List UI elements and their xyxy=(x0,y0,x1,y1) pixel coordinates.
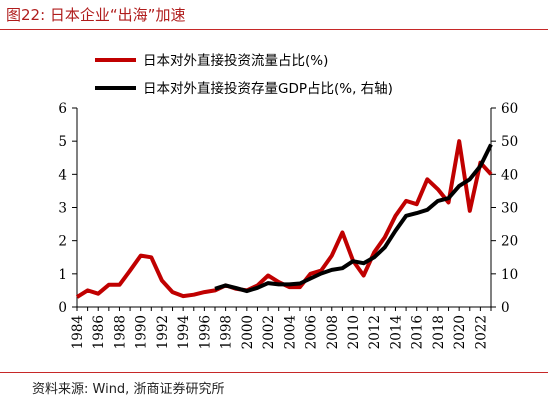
y-right-tick-label: 40 xyxy=(501,167,518,183)
x-tick-label: 1984 xyxy=(70,315,86,349)
title-divider xyxy=(0,29,548,30)
y-left-tick-label: 5 xyxy=(58,134,67,150)
x-tick-label: 2006 xyxy=(304,315,320,349)
x-tick-label: 2004 xyxy=(282,315,298,349)
x-tick-label: 1998 xyxy=(219,315,235,349)
y-right-tick-label: 60 xyxy=(501,101,518,117)
x-tick-label: 1990 xyxy=(134,315,150,349)
x-tick-label: 2010 xyxy=(346,315,362,349)
y-left-tick-label: 0 xyxy=(58,300,67,316)
x-tick-label: 2002 xyxy=(261,315,277,349)
legend-label-flow: 日本对外直接投资流量占比(%) xyxy=(143,52,328,69)
y-left-tick-label: 6 xyxy=(58,101,67,117)
y-left-tick-label: 2 xyxy=(58,234,67,250)
x-tick-label: 1992 xyxy=(155,315,171,349)
x-tick-label: 2014 xyxy=(388,315,404,349)
x-tick-label: 2020 xyxy=(452,315,468,349)
y-left-tick-label: 1 xyxy=(58,267,67,283)
y-right-tick-label: 20 xyxy=(501,234,518,250)
x-tick-label: 2022 xyxy=(473,315,489,349)
y-right-tick-label: 10 xyxy=(501,267,518,283)
x-tick-label: 1988 xyxy=(112,315,128,349)
x-tick-label: 1994 xyxy=(176,315,192,349)
x-tick-label: 2000 xyxy=(240,315,256,349)
x-tick-label: 2008 xyxy=(325,315,341,349)
source-divider xyxy=(0,372,548,373)
y-right-tick-label: 0 xyxy=(501,300,510,316)
x-tick-label: 2018 xyxy=(431,315,447,349)
series-flow-line xyxy=(75,139,493,299)
legend: 日本对外直接投资流量占比(%) 日本对外直接投资存量GDP占比(%, 右轴) xyxy=(95,52,393,97)
figure-title: 图22: 日本企业“出海”加速 xyxy=(6,6,186,24)
legend-label-stock: 日本对外直接投资存量GDP占比(%, 右轴) xyxy=(143,80,393,97)
x-tick-label: 1986 xyxy=(91,315,107,349)
source-note: 资料来源: Wind, 浙商证券研究所 xyxy=(32,382,225,397)
x-tick-label: 1996 xyxy=(197,315,213,349)
y-right-tick-label: 50 xyxy=(501,134,518,150)
x-tick-label: 2016 xyxy=(410,315,426,349)
x-tick-label: 2012 xyxy=(367,315,383,349)
y-left-tick-label: 3 xyxy=(58,201,67,217)
series-stock-line xyxy=(214,143,493,294)
y-left-tick-label: 4 xyxy=(58,167,67,183)
y-right-tick-label: 30 xyxy=(501,201,518,217)
